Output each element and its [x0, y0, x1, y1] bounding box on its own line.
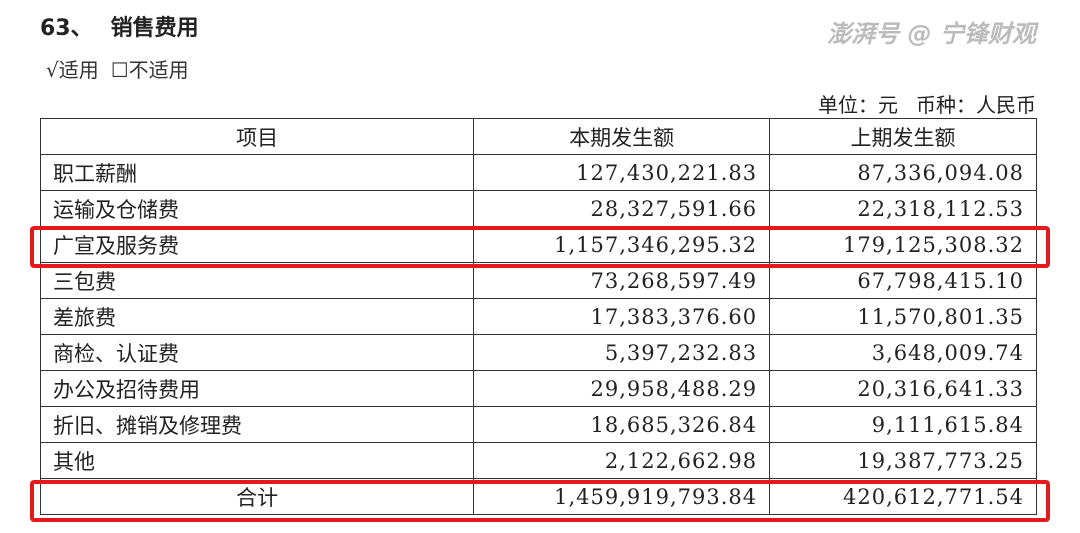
header-previous: 上期发生额 [769, 118, 1037, 155]
table-header-row: 项目 本期发生额 上期发生额 [39, 118, 1037, 155]
current-cell: 127,430,221.83 [473, 154, 771, 191]
current-cell: 17,383,376.60 [473, 298, 771, 335]
item-cell: 办公及招待费用 [39, 370, 475, 407]
table-row: 其他 2,122,662.98 19,387,773.25 [39, 442, 1037, 479]
item-cell: 其他 [39, 442, 475, 479]
previous-cell: 20,316,641.33 [769, 370, 1037, 407]
item-cell: 三包费 [39, 262, 475, 299]
total-current: 1,459,919,793.84 [473, 478, 771, 515]
total-row: 合计 1,459,919,793.84 420,612,771.54 [39, 478, 1037, 515]
section-title: 63、 销售费用 [40, 10, 199, 42]
total-previous: 420,612,771.54 [769, 478, 1037, 515]
applicable-option: √适用 [46, 58, 99, 82]
table-row: 差旅费 17,383,376.60 11,570,801.35 [39, 298, 1037, 335]
table-row: 办公及招待费用 29,958,488.29 20,316,641.33 [39, 370, 1037, 407]
previous-cell: 22,318,112.53 [769, 190, 1037, 227]
sales-expense-table: 项目 本期发生额 上期发生额 职工薪酬 127,430,221.83 87,33… [39, 118, 1037, 515]
current-cell: 18,685,326.84 [473, 406, 771, 443]
current-cell: 1,157,346,295.32 [473, 226, 771, 263]
item-cell: 商检、认证费 [39, 334, 475, 371]
current-cell: 2,122,662.98 [473, 442, 771, 479]
current-cell: 28,327,591.66 [473, 190, 771, 227]
applicability-options: √适用 ☐不适用 [46, 54, 201, 83]
item-cell: 差旅费 [39, 298, 475, 335]
table-row: 职工薪酬 127,430,221.83 87,336,094.08 [39, 154, 1037, 191]
previous-cell: 87,336,094.08 [769, 154, 1037, 191]
previous-cell: 3,648,009.74 [769, 334, 1037, 371]
total-label: 合计 [39, 478, 475, 515]
table-row: 三包费 73,268,597.49 67,798,415.10 [39, 262, 1037, 299]
previous-cell: 19,387,773.25 [769, 442, 1037, 479]
previous-cell: 179,125,308.32 [769, 226, 1037, 263]
unit-note: 单位：元 币种：人民币 [800, 89, 1036, 118]
table-row: 广宣及服务费 1,157,346,295.32 179,125,308.32 [39, 226, 1037, 263]
header-item: 项目 [39, 118, 475, 155]
table-row: 运输及仓储费 28,327,591.66 22,318,112.53 [39, 190, 1037, 227]
section-number: 63、 [40, 16, 93, 41]
unit-label: 单位：元 [818, 93, 898, 117]
current-cell: 73,268,597.49 [473, 262, 771, 299]
not-applicable-option: ☐不适用 [110, 58, 189, 82]
previous-cell: 11,570,801.35 [769, 298, 1037, 335]
item-cell: 广宣及服务费 [39, 226, 475, 263]
previous-cell: 67,798,415.10 [769, 262, 1037, 299]
previous-cell: 9,111,615.84 [769, 406, 1037, 443]
watermark-logo: 澎湃号 @ 宁锋财观 [827, 20, 1036, 48]
item-cell: 折旧、摊销及修理费 [39, 406, 475, 443]
header-current: 本期发生额 [473, 118, 771, 155]
section-heading: 销售费用 [110, 16, 199, 41]
table-row: 商检、认证费 5,397,232.83 3,648,009.74 [39, 334, 1037, 371]
currency-label: 币种：人民币 [916, 93, 1036, 117]
current-cell: 5,397,232.83 [473, 334, 771, 371]
table-row: 折旧、摊销及修理费 18,685,326.84 9,111,615.84 [39, 406, 1037, 443]
item-cell: 运输及仓储费 [39, 190, 475, 227]
current-cell: 29,958,488.29 [473, 370, 771, 407]
item-cell: 职工薪酬 [39, 154, 475, 191]
